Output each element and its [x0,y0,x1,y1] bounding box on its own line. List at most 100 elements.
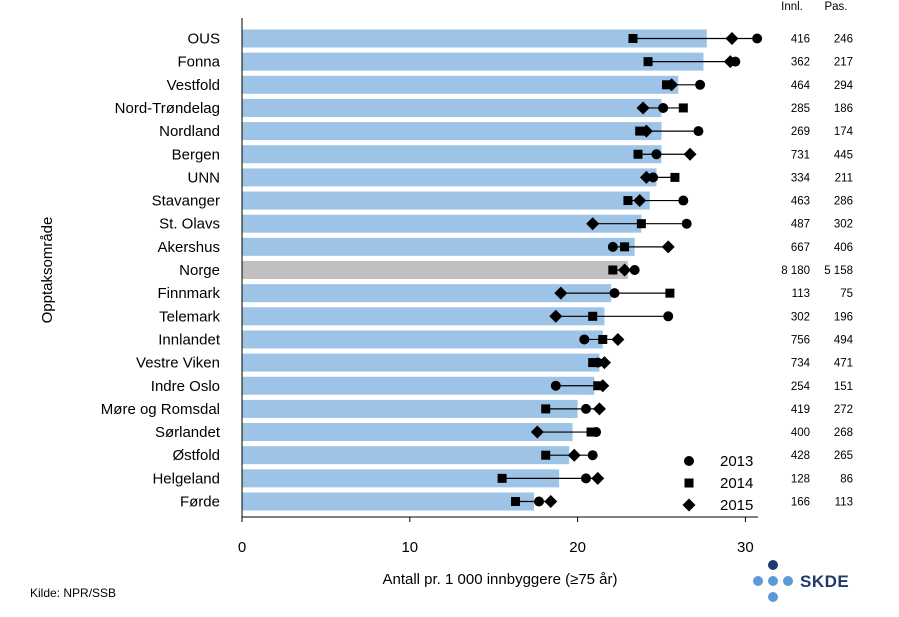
marker-2013-forde [534,496,545,507]
pas-value-ous: 246 [834,34,853,46]
marker-2014-nordland [635,126,645,136]
x-tick-label-30: 30 [737,539,754,556]
marker-2013-ostfold [587,450,598,461]
category-labels: OUS Fonna Vestfold Nord-Trøndelag Nordland Be… [101,31,221,511]
bar-indre-oslo [242,376,595,395]
innl-value-akershus: 667 [791,242,810,254]
pas-value-sorlandet: 268 [834,427,853,439]
category-label-akershus: Akershus [157,239,220,256]
marker-2015-vestre-viken [597,356,611,370]
marker-2014-finnmark [665,288,675,298]
innl-value-ostfold: 428 [791,450,810,462]
pas-value-vestfold: 294 [834,80,854,92]
marker-2013-stavanger [678,195,689,206]
innl-value-bergen: 731 [791,149,810,161]
pas-value-helgeland: 86 [840,473,853,485]
marker-2014-st-olavs [636,219,646,229]
marker-2014-bergen [633,149,643,159]
category-label-telemark: Telemark [159,308,220,325]
marker-2015-forde [544,495,558,508]
bar-more-og-romsdal [242,399,578,418]
innl-value-norge: 8 180 [781,265,810,277]
legend-label-2015: 2015 [720,497,753,514]
marker-2013-akershus [607,241,618,252]
pas-value-more-og-romsdal: 272 [834,404,853,416]
pas-value-innlandet: 494 [834,334,854,346]
category-label-norge: Norge [179,262,220,279]
marker-2014-norge [608,265,618,275]
marker-2015-bergen [683,147,697,161]
bar-vestfold [242,75,679,94]
marker-2014-fonna [643,57,653,67]
pas-value-stavanger: 286 [834,196,853,208]
marker-2014-more-og-romsdal [541,404,551,414]
source-note: Kilde: NPR/SSB [30,586,116,600]
pas-value-nord-trondelag: 186 [834,103,853,115]
pas-value-akershus: 406 [834,242,853,254]
legend-label-2013: 2013 [720,453,753,470]
y-axis-title: Opptaksområde [39,217,56,324]
category-label-stavanger: Stavanger [152,193,220,210]
marker-2013-indre-oslo [550,380,561,391]
marker-2014-akershus [620,242,630,252]
innl-value-fonna: 362 [791,57,810,69]
bar-forde [242,492,534,511]
innl-value-nord-trondelag: 285 [791,103,810,115]
logo-dot-right [783,576,793,586]
marker-2014-helgeland [497,473,507,483]
marker-2014-ostfold [541,450,551,460]
marker-2015-innlandet [611,332,625,346]
logo-dot-left [753,576,763,586]
marker-2013-norge [629,265,640,275]
pas-value-st-olavs: 302 [834,219,853,231]
category-label-finnmark: Finnmark [157,285,220,302]
marker-2015-indre-oslo [596,379,610,393]
pas-value-indre-oslo: 151 [834,381,853,393]
bar-akershus [242,237,635,256]
marker-2013-finnmark [609,288,620,299]
logo-dot-top [768,560,778,570]
marker-2014-nord-trondelag [678,103,688,113]
header-pas: Pas. [824,1,847,13]
marker-2013-st-olavs [681,218,692,229]
marker-2015-ostfold [567,448,581,462]
skde-logo: SKDE [753,560,849,602]
bar-bergen [242,145,662,164]
bar-ostfold [242,446,570,465]
innl-value-ous: 416 [791,34,810,46]
marker-2013-innlandet [579,334,590,345]
innl-value-indre-oslo: 254 [791,381,811,393]
category-label-more-og-romsdal: Møre og Romsdal [101,401,220,418]
pas-value-telemark: 196 [834,311,853,323]
category-label-forde: Førde [180,494,220,511]
marker-2015-unn [639,170,653,184]
innl-value-innlandet: 756 [791,334,810,346]
axes [241,18,758,518]
marker-2013-more-og-romsdal [580,403,591,414]
marker-2013-telemark [663,311,674,322]
innl-value-vestre-viken: 734 [791,358,811,370]
category-label-vestre-viken: Vestre Viken [136,355,220,372]
marker-2015-fonna [723,55,737,69]
count-table: Innl. Pas. 416 246 362 217 464 294 285 186 269 17… [781,1,853,509]
marker-2013-ous [752,33,763,44]
bar-nord-trondelag [242,98,662,117]
marker-2014-telemark [588,311,598,321]
marker-2015-telemark [549,309,563,323]
innl-value-more-og-romsdal: 419 [791,404,810,416]
innl-value-forde: 166 [791,497,810,509]
marker-2014-innlandet [598,334,608,344]
marker-2015-ous [725,32,739,45]
bar-sorlandet [242,423,573,442]
bar-helgeland [242,469,560,488]
marker-2013-nordland [693,126,704,137]
marker-2015-more-og-romsdal [592,402,606,416]
category-label-ous: OUS [187,31,220,48]
marker-2013-nord-trondelag [658,102,669,113]
marker-2015-finnmark [554,286,568,300]
marker-2014-stavanger [623,196,633,206]
bar-telemark [242,307,605,326]
marker-2015-akershus [661,240,675,254]
innl-value-vestfold: 464 [791,80,811,92]
pas-value-nordland: 174 [834,126,854,138]
